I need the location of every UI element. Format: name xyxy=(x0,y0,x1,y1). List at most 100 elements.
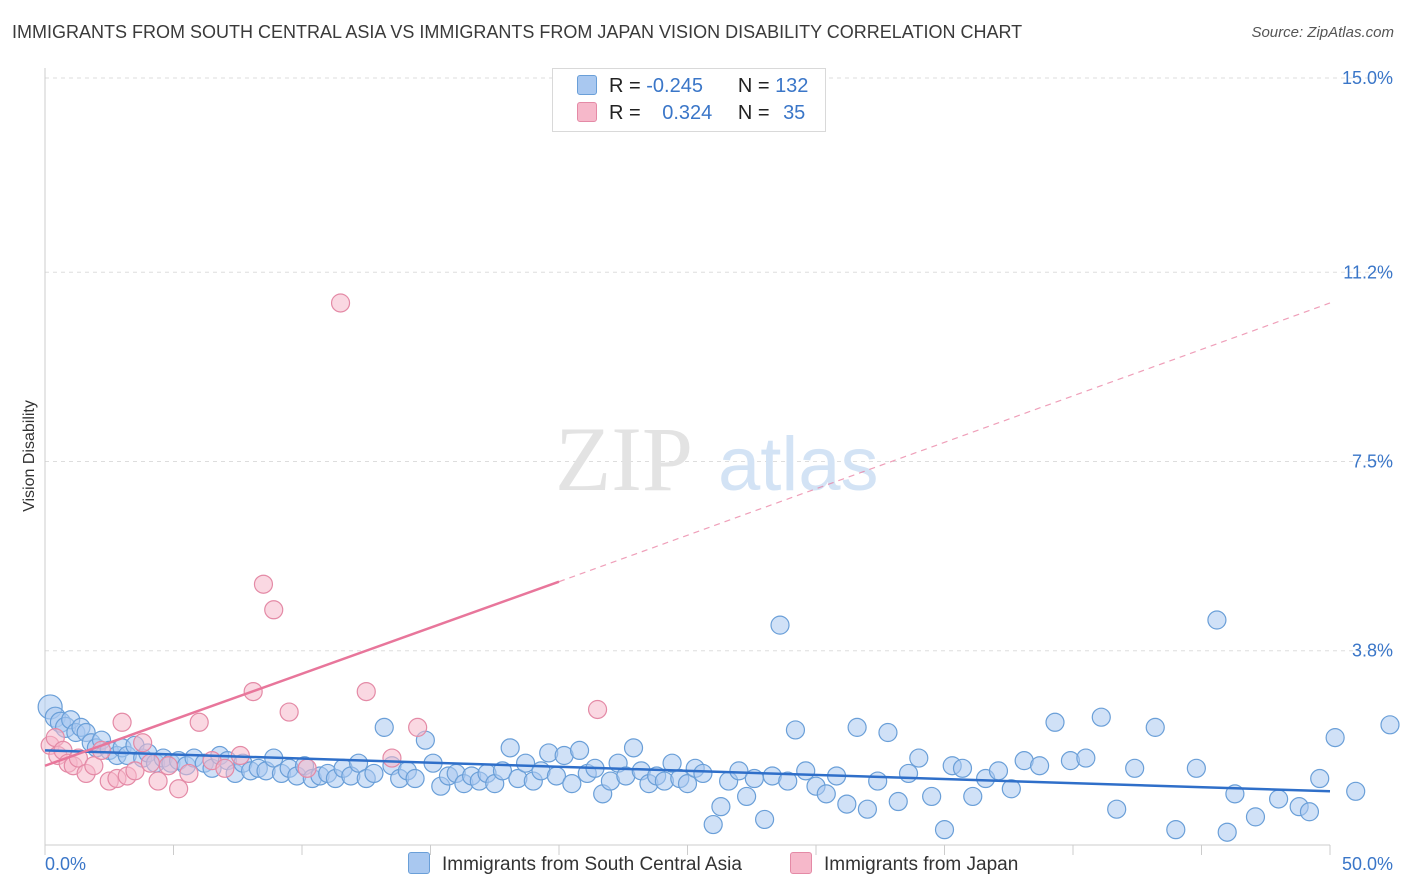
legend-n-value: 132 xyxy=(775,75,809,97)
data-point xyxy=(1125,758,1145,778)
y-tick-label: 7.5% xyxy=(1352,452,1393,472)
data-point xyxy=(1186,758,1206,778)
series-0 xyxy=(37,610,1400,842)
data-point xyxy=(1310,768,1330,789)
x-tick-label: 0.0% xyxy=(45,854,86,874)
data-point xyxy=(405,768,425,789)
data-point xyxy=(888,791,908,812)
watermark-atlas: atlas xyxy=(718,422,879,507)
data-point xyxy=(279,702,299,722)
data-point xyxy=(1166,820,1186,840)
legend-swatch-japan xyxy=(577,102,597,122)
data-point xyxy=(408,717,428,737)
data-point xyxy=(1001,779,1021,799)
data-point xyxy=(796,761,816,781)
data-point xyxy=(868,771,888,791)
data-point xyxy=(737,786,757,807)
data-point xyxy=(297,758,317,778)
data-point xyxy=(1380,715,1400,735)
series-1 xyxy=(40,293,608,799)
stats-legend: R = -0.245 N = 132 R = 0.324 N = 35 xyxy=(552,68,826,132)
data-point xyxy=(816,784,836,804)
data-point xyxy=(1217,822,1237,842)
data-point xyxy=(364,763,384,784)
trendline-japan-extension xyxy=(558,302,1331,583)
trendline-south-central-asia xyxy=(44,749,1331,793)
data-point xyxy=(677,774,698,794)
data-point xyxy=(952,758,973,778)
data-point xyxy=(847,717,867,737)
data-point xyxy=(837,794,857,814)
data-point xyxy=(1076,748,1096,768)
data-point xyxy=(179,763,199,784)
data-point xyxy=(754,809,775,830)
legend-r-label: R = xyxy=(609,75,641,97)
source-label: Source: ZipAtlas.com xyxy=(1251,24,1394,41)
data-point xyxy=(1029,756,1050,776)
data-point xyxy=(934,820,955,840)
data-point xyxy=(778,771,798,791)
data-point xyxy=(125,761,145,781)
chart-title: IMMIGRANTS FROM SOUTH CENTRAL ASIA VS IM… xyxy=(12,22,1023,42)
data-point xyxy=(785,720,806,740)
data-point xyxy=(898,763,919,784)
legend-row-south-central-asia: R = -0.245 N = 132 xyxy=(577,75,808,101)
watermark: ZIP atlas xyxy=(555,408,879,510)
legend-row-japan: R = 0.324 N = 35 xyxy=(577,102,805,128)
bottom-legend-label: Immigrants from South Central Asia xyxy=(442,854,742,875)
legend-r-value: 0.324 xyxy=(662,102,713,124)
trend-layer xyxy=(44,302,1331,793)
data-point xyxy=(500,738,520,758)
data-point xyxy=(1268,789,1289,809)
bottom-legend-south-central-asia: Immigrants from South Central Asia xyxy=(408,852,742,876)
trendline-japan xyxy=(44,580,560,767)
data-point xyxy=(158,756,178,776)
legend-n-label: N = xyxy=(737,102,770,124)
data-point xyxy=(922,786,942,807)
data-point xyxy=(1299,802,1320,822)
legend-r-value: -0.245 xyxy=(646,75,703,97)
legend-swatch-south-central-asia xyxy=(577,75,597,95)
y-axis-title: Vision Disability xyxy=(21,400,38,512)
data-point xyxy=(169,779,189,799)
data-point xyxy=(1091,707,1111,727)
data-point xyxy=(140,753,160,773)
data-point xyxy=(878,722,898,743)
data-point xyxy=(1207,610,1227,630)
watermark-zip: ZIP xyxy=(555,408,693,510)
data-point xyxy=(963,786,983,807)
data-point xyxy=(189,712,209,732)
data-point xyxy=(988,761,1009,781)
data-point xyxy=(253,574,274,594)
data-point xyxy=(348,753,369,773)
grid-lines xyxy=(45,77,1392,652)
data-point xyxy=(382,748,402,768)
data-point xyxy=(770,615,790,635)
y-tick-label: 15.0% xyxy=(1342,68,1393,88)
data-point xyxy=(330,293,351,313)
data-point xyxy=(693,763,713,784)
data-point xyxy=(857,799,878,819)
data-point xyxy=(264,600,284,620)
data-point xyxy=(1325,728,1345,748)
data-point xyxy=(1107,799,1127,819)
data-point xyxy=(515,753,536,773)
data-point xyxy=(1145,717,1165,737)
data-point xyxy=(1245,807,1266,827)
bottom-legend-swatch-south-central-asia xyxy=(408,852,430,874)
data-point xyxy=(703,814,723,835)
data-point xyxy=(133,733,153,753)
data-point xyxy=(562,774,582,794)
bottom-legend-label: Immigrants from Japan xyxy=(824,854,1019,875)
y-tick-label: 3.8% xyxy=(1352,641,1393,661)
data-point xyxy=(148,771,168,791)
data-point xyxy=(84,756,104,776)
x-tick-label: 50.0% xyxy=(1342,854,1393,874)
legend-r-label: R = xyxy=(609,102,641,124)
axis-labels: 3.8% 7.5% 11.2% 15.0% 0.0% 50.0% Vision Disabi… xyxy=(21,68,1393,874)
data-point xyxy=(662,753,682,773)
data-point xyxy=(356,681,376,702)
data-point xyxy=(112,712,132,732)
legend-n-value: 35 xyxy=(783,102,806,124)
data-point xyxy=(215,758,235,778)
